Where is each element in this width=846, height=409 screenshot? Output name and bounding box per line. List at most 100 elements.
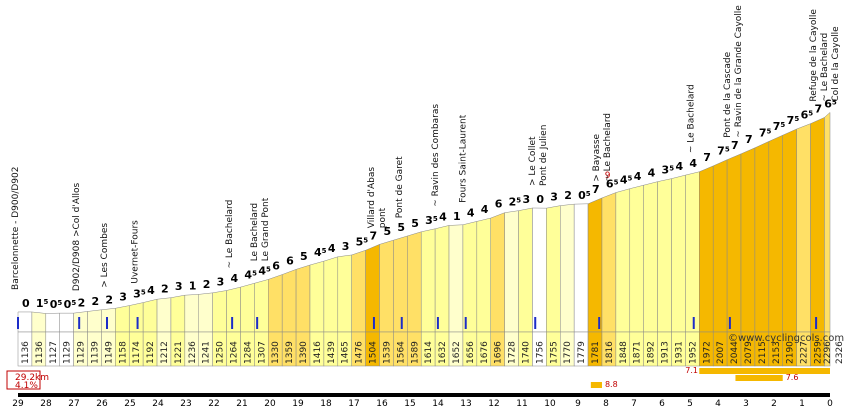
elevation-label: 1614 xyxy=(424,341,434,364)
profile-bar xyxy=(740,147,756,333)
profile-bar xyxy=(309,260,325,333)
grade-label: 0 xyxy=(22,297,30,310)
grade-label: 75 xyxy=(787,114,800,127)
grade-half-mark: 5 xyxy=(669,165,674,173)
elevation-label: 2079 xyxy=(744,341,754,364)
landmark-label: Pont de la Cascade xyxy=(723,51,733,137)
km-tick-label: 12 xyxy=(488,399,499,409)
profile-bar xyxy=(240,282,255,333)
profile-bar xyxy=(198,292,213,333)
profile-bar xyxy=(824,111,831,333)
profile-bar xyxy=(184,294,200,333)
grade-label: 4 xyxy=(689,157,697,170)
km-tick-label: 0 xyxy=(827,399,833,409)
elevation-label: 1696 xyxy=(494,341,504,364)
grade-half-mark: 5 xyxy=(363,236,368,244)
landmark-label: D902/D908 >Col d'Allos xyxy=(72,182,82,291)
elevation-label: 1952 xyxy=(688,341,698,364)
grade-label: 4 xyxy=(439,210,447,223)
grade-half-mark: 5 xyxy=(832,98,837,106)
grade-label: 3 xyxy=(119,291,127,304)
grade-label: 35 xyxy=(425,214,438,227)
elevation-label: 1656 xyxy=(466,341,476,364)
km-tick-label: 2 xyxy=(771,399,777,409)
elevation-label: 1781 xyxy=(591,341,601,364)
elevation-label: 1892 xyxy=(647,341,657,364)
elevation-label: 2044 xyxy=(730,341,740,364)
profile-bar xyxy=(115,305,130,333)
elevation-label: 1740 xyxy=(522,341,532,364)
profile-bar xyxy=(643,181,658,333)
grade-half-mark: 5 xyxy=(44,298,49,306)
grade-label: 7 xyxy=(703,151,711,164)
distance-label: 29.2km xyxy=(15,373,49,383)
profile-bar xyxy=(810,117,825,333)
landmark-label: ~ Le Bachelard xyxy=(820,33,830,102)
grade-label: 3 xyxy=(523,193,531,206)
grade-label: 2 xyxy=(161,283,169,296)
profile-bar xyxy=(671,174,686,333)
profile-bar xyxy=(518,207,533,333)
elevation-label: 1129 xyxy=(63,341,73,364)
max-grade-marker: 9 xyxy=(605,171,611,181)
stats-box xyxy=(6,370,41,390)
km-tick-label: 27 xyxy=(68,399,79,409)
elevation-label: 1390 xyxy=(299,341,309,364)
profile-bar xyxy=(59,312,74,333)
km-tick-label: 10 xyxy=(544,399,556,409)
profile-bar xyxy=(434,225,450,333)
grade-label: 05 xyxy=(64,298,77,311)
grade-label: 5 xyxy=(397,221,405,234)
km-tick-label: 25 xyxy=(124,399,135,409)
elevation-label: 2227 xyxy=(800,341,810,364)
profile-bar xyxy=(365,244,380,333)
profile-bar xyxy=(226,286,241,333)
km-tick-label: 3 xyxy=(743,399,749,409)
grade-label: 75 xyxy=(773,120,786,133)
km-tick-label: 16 xyxy=(376,399,388,409)
landmark-label: Le Bachelard xyxy=(250,203,260,261)
elevation-label: 1728 xyxy=(508,341,518,364)
elevation-label: 1913 xyxy=(661,341,671,364)
landmark-label: Col de la Cayolle xyxy=(831,26,841,102)
grade-label: 4 xyxy=(481,203,489,216)
steep-value: 7.6 xyxy=(786,373,799,382)
landmark-label: Pont de Garet xyxy=(395,156,405,218)
landmark-label: Villard d'Abas xyxy=(367,167,377,229)
profile-bar xyxy=(546,205,561,333)
profile-bars xyxy=(17,111,831,367)
profile-bar xyxy=(45,312,60,333)
landmark-label: Refuge de la Cayolle xyxy=(809,9,819,102)
profile-bar xyxy=(407,231,422,333)
grade-half-mark: 5 xyxy=(322,247,327,255)
profile-bar xyxy=(323,256,339,333)
profile-bar xyxy=(87,309,102,333)
profile-bar xyxy=(796,123,811,333)
grade-label: 6 xyxy=(286,254,294,267)
profile-bar xyxy=(629,184,644,333)
grade-label: 4 xyxy=(328,242,336,255)
grade-label: 1 xyxy=(453,210,461,223)
elevation-label: 1770 xyxy=(563,341,573,364)
grade-half-mark: 5 xyxy=(57,299,62,307)
grade-label: 3 xyxy=(217,275,225,288)
grade-label: 0 xyxy=(536,193,544,206)
grade-label: 45 xyxy=(620,174,633,187)
km-tick-label: 11 xyxy=(516,399,527,409)
profile-bar xyxy=(17,311,33,333)
grade-label: 4 xyxy=(467,206,475,219)
grade-label: 5 xyxy=(383,225,391,238)
profile-bar xyxy=(462,221,478,333)
steep-value: 8.8 xyxy=(605,380,618,389)
grade-label: 4 xyxy=(675,160,683,173)
grade-label: 6 xyxy=(272,260,280,273)
profile-bar xyxy=(699,165,714,333)
profile-bar xyxy=(351,249,366,333)
landmark-label: ~ Ravin de la Grande Cayolle xyxy=(734,5,744,138)
elevation-label: 1241 xyxy=(202,341,212,364)
elevation-label: 1192 xyxy=(146,341,156,364)
grade-half-mark: 5 xyxy=(808,110,813,118)
grade-label: 3 xyxy=(342,240,350,253)
km-tick-label: 8 xyxy=(603,399,609,409)
grade-label: 05 xyxy=(50,298,63,311)
